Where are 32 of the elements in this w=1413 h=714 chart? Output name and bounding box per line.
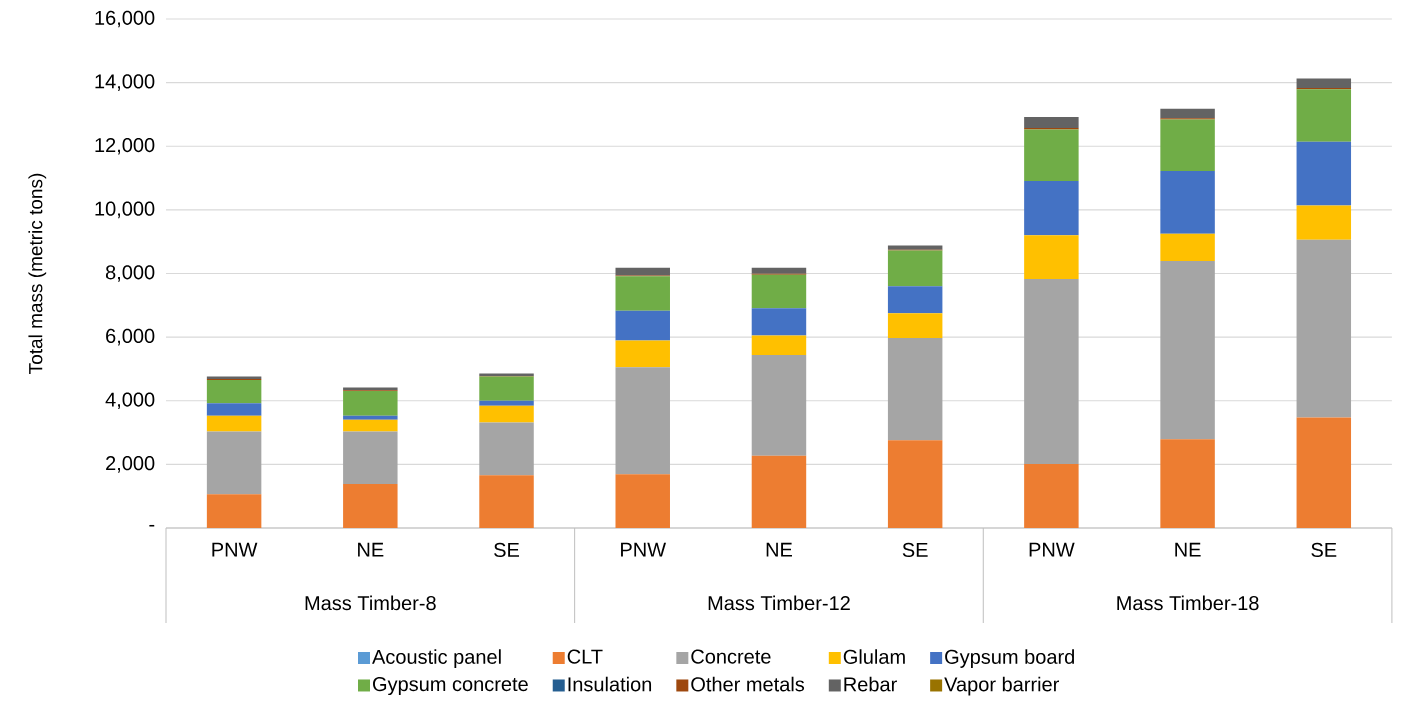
x-tick-label: NE [1175,542,1201,557]
text: Mass Timber-18 [1117,595,1259,611]
x-tick-label: SE [902,542,928,558]
x-tick-label: SE [494,542,520,558]
legend-label: Glulam [843,649,905,664]
y-tick-label: 6,000 [106,328,155,346]
legend-label: Insulation [568,676,652,692]
legend-label: Acoustic panel [372,649,501,668]
y-tick-label: 10,000 [95,201,155,219]
legend-label: Gypsum board [945,649,1074,668]
x-tick-label: PNW [212,542,258,557]
legend-label: Vapor barrier [944,676,1059,696]
x-tick-label: NE [358,542,384,557]
legend-label: CLT [567,649,603,664]
legend-label: Other metals [691,676,805,692]
y-tick-label: 12,000 [95,137,155,155]
y-tick-label: 4,000 [105,392,155,410]
y-tick-label: 2,000 [106,456,155,473]
y-axis-title: Total mass (metric tons) [28,173,47,374]
legend-label: Rebar [844,676,897,692]
x-tick-label: PNW [621,542,667,557]
y-tick-label: 8,000 [105,265,155,282]
y-tick-label: 14,000 [95,74,155,91]
x-tick-label: SE [1311,542,1337,558]
y-tick-label: 16,000 [95,10,155,28]
text: Mass Timber-12 [708,595,850,611]
x-tick-label: PNW [1029,542,1075,557]
x-tick-label: NE [766,542,792,557]
legend-label: Concrete [691,649,771,664]
y-tick-label: - [149,524,155,527]
legend-label: Gypsum concrete [373,676,528,696]
text: Mass Timber-8 [305,595,436,611]
